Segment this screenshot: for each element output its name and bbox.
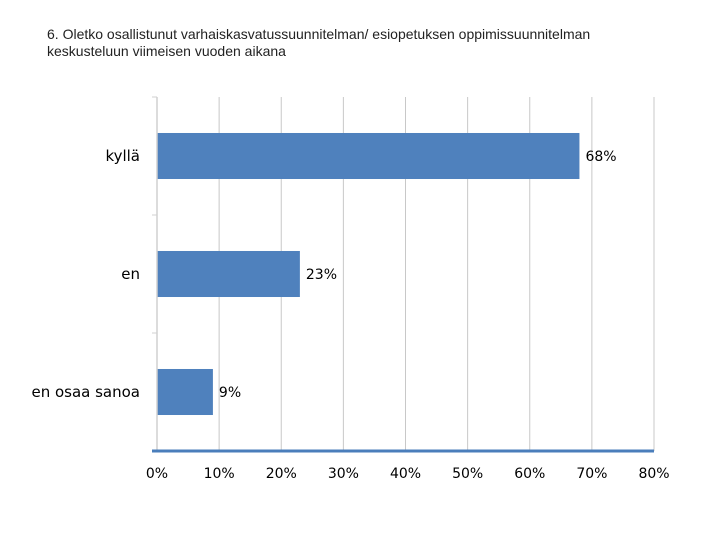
category-label: en osaa sanoa bbox=[31, 383, 140, 401]
x-tick-label: 30% bbox=[328, 466, 359, 482]
chart-title-line-2: keskusteluun viimeisen vuoden aikana bbox=[47, 43, 286, 59]
x-tick-label: 40% bbox=[390, 466, 421, 482]
x-tick-label: 0% bbox=[146, 466, 168, 482]
value-label: 23% bbox=[306, 267, 337, 283]
x-tick-label: 50% bbox=[452, 466, 483, 482]
chart-title-line-1: 6. Oletko osallistunut varhaiskasvatussu… bbox=[47, 26, 591, 42]
x-tick-label: 10% bbox=[204, 466, 235, 482]
x-tick-label: 80% bbox=[638, 466, 669, 482]
category-label: en bbox=[121, 265, 140, 283]
category-label: kyllä bbox=[105, 147, 140, 165]
bar bbox=[157, 368, 213, 416]
labels: 0% 10% 20% 30% 40% 50% 60% 70% 80% kyllä 68% en 23% e… bbox=[31, 147, 669, 482]
bar bbox=[157, 250, 300, 298]
axes bbox=[152, 96, 654, 453]
bar bbox=[157, 132, 580, 180]
value-label: 9% bbox=[219, 385, 241, 401]
chart-title: 6. Oletko osallistunut varhaiskasvatussu… bbox=[47, 26, 697, 60]
bars bbox=[157, 132, 580, 416]
x-tick-label: 70% bbox=[576, 466, 607, 482]
x-tick-label: 20% bbox=[266, 466, 297, 482]
value-label: 68% bbox=[585, 149, 616, 165]
x-tick-label: 60% bbox=[514, 466, 545, 482]
